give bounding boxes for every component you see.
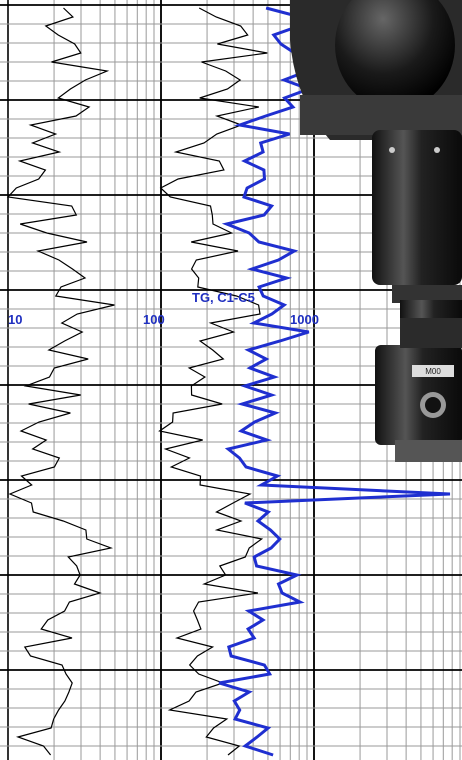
trace-left [6, 7, 115, 756]
scale-label: 10 [8, 312, 22, 327]
device-label: M00 [425, 367, 441, 376]
trace-mid [158, 7, 268, 756]
curve-label: TG, C1-C5 [192, 290, 255, 305]
camera-device: M00 [290, 0, 462, 462]
log-traces [6, 6, 451, 757]
scale-label: 100 [143, 312, 165, 327]
trace-tg [218, 6, 451, 757]
scale-label: 1000 [290, 312, 319, 327]
